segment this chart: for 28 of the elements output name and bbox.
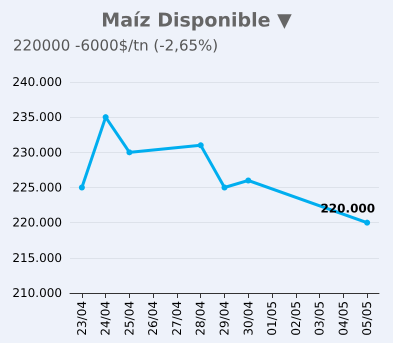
point: [198, 142, 204, 148]
chart-subtitle: 220000 -6000$/tn (-2,65%): [13, 36, 218, 54]
x-tick-label: 27/04: [170, 301, 184, 336]
x-tick-label: 30/04: [241, 301, 256, 336]
chart-title: Maíz Disponible ▼: [101, 10, 292, 32]
point: [78, 184, 85, 190]
y-tick-label: 240.000: [12, 75, 62, 89]
x-tick-label: 04/05: [336, 301, 350, 336]
y-tick-label: 225.000: [12, 180, 62, 194]
point: [126, 149, 132, 156]
x-tick-label: 29/04: [218, 301, 232, 336]
y-tick-label: 210.000: [12, 286, 62, 300]
x-tick-label: 26/04: [146, 301, 160, 336]
x-tick-label: 24/04: [98, 301, 113, 336]
x-tick-label: 05/05: [360, 301, 374, 336]
y-tick-label: 220.000: [12, 216, 62, 230]
x-tick-label: 02/05: [288, 301, 303, 336]
x-tick-label: 01/05: [265, 301, 280, 336]
point: [222, 184, 228, 190]
y-tick-label: 230.000: [12, 145, 62, 160]
x-tick-label: 28/04: [194, 301, 208, 336]
y-tick-label: 215.000: [12, 250, 62, 265]
point: [364, 220, 370, 226]
y-tick-label: 235.000: [12, 110, 62, 124]
x-tick-label: 25/04: [122, 301, 136, 336]
point: [245, 177, 252, 184]
x-tick-label: 03/05: [312, 301, 327, 336]
x-tick-label: 23/04: [74, 301, 89, 336]
